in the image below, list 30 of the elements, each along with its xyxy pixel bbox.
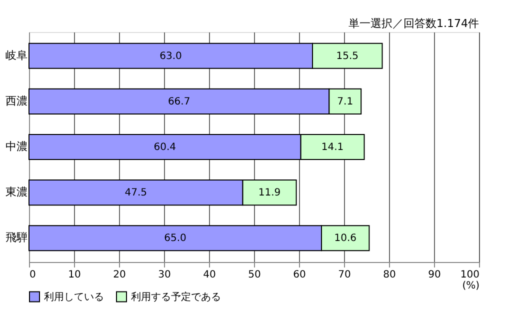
data-label: 47.5 [124, 188, 148, 199]
legend-label: 利用している [44, 290, 104, 303]
data-label: 66.7 [168, 96, 190, 108]
y-tick-label: 中濃 [6, 140, 28, 153]
data-label: 11.9 [258, 188, 281, 199]
data-label: 15.5 [336, 50, 359, 62]
legend-label: 利用する予定である [131, 290, 221, 303]
y-tick-label: 東濃 [6, 186, 28, 199]
x-tick-label: 40 [203, 270, 216, 280]
x-axis-title: (%) [462, 280, 480, 292]
y-tick-label: 飛騨 [6, 231, 28, 244]
x-tick-label: 100 [460, 270, 480, 280]
data-label: 7.1 [337, 96, 354, 108]
y-tick-label: 西濃 [6, 94, 28, 108]
data-label: 10.6 [334, 233, 356, 244]
x-tick-label: 70 [338, 270, 351, 280]
x-tick-label: 50 [248, 270, 261, 280]
data-label: 14.1 [321, 142, 344, 153]
y-tick-label: 岐阜 [6, 48, 28, 62]
x-tick-label: 30 [158, 270, 171, 280]
x-tick-label: 80 [383, 270, 396, 280]
data-label: 60.4 [154, 142, 176, 153]
data-label: 63.0 [160, 50, 182, 62]
data-label: 65.0 [164, 233, 186, 244]
x-tick-label: 10 [68, 270, 81, 280]
x-tick-label: 20 [113, 270, 126, 280]
x-tick-label: 0 [30, 270, 36, 280]
x-tick-label: 90 [428, 270, 441, 280]
text: 単一選択／回答数1.174件 [348, 17, 479, 30]
x-tick-label: 60 [293, 270, 306, 280]
